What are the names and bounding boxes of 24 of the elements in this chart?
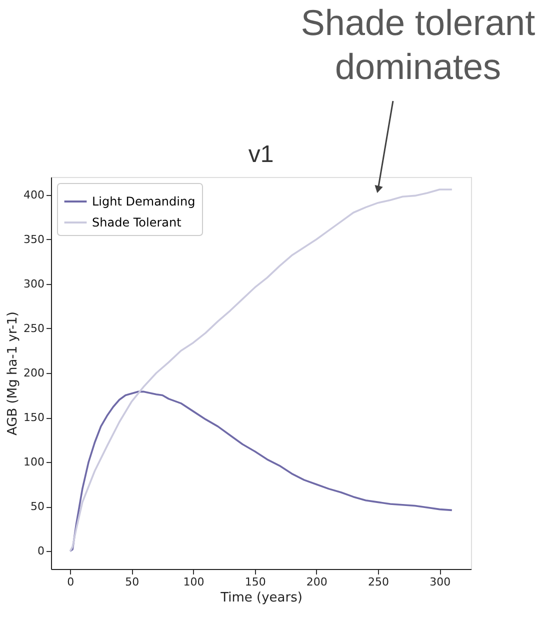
y-tick-label: 300: [24, 277, 44, 290]
y-tick-label: 50: [30, 500, 44, 514]
chart-title: v1: [248, 141, 274, 168]
y-tick-label: 350: [24, 232, 44, 246]
legend-label: Shade Tolerant: [92, 216, 182, 230]
x-tick-label: 300: [430, 576, 451, 588]
x-tick-label: 150: [244, 576, 266, 588]
y-axis-title: AGB (Mg ha-1 yr-1): [6, 311, 21, 436]
x-axis-title: Time (years): [220, 590, 302, 606]
x-tick-label: 250: [368, 576, 390, 588]
x-tick-label: 200: [306, 576, 328, 588]
annotation: Shade tolerant dominates: [300, 2, 536, 87]
x-tick-label: 100: [183, 576, 204, 588]
x-tick-label: 50: [125, 576, 140, 588]
line-series: [69, 188, 453, 552]
y-tick-label: 100: [24, 456, 44, 469]
legend-label: Light Demanding: [92, 194, 196, 208]
y-tick-label: 150: [24, 411, 44, 424]
line-series: [69, 390, 453, 552]
y-tick-label: 200: [24, 366, 44, 380]
y-tick-label: 0: [38, 544, 44, 558]
y-tick-label: 400: [24, 188, 44, 202]
x-tick-label: 0: [67, 576, 74, 588]
y-tick-label: 250: [24, 322, 44, 335]
